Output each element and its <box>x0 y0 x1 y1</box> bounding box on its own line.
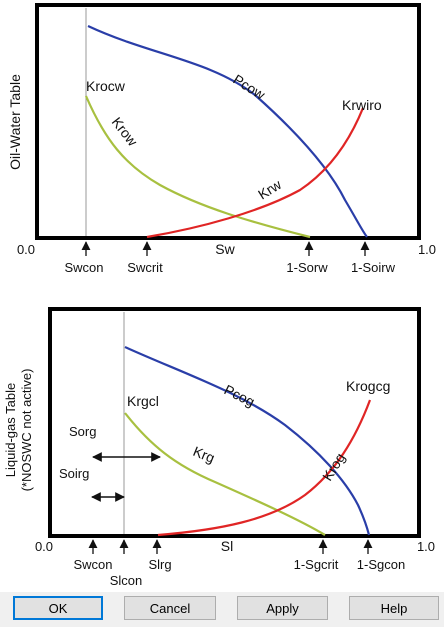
krow-curve <box>84 95 311 239</box>
1-sgcon-marker-label: 1-Sgcon <box>357 557 405 572</box>
oil-water-x-min: 0.0 <box>17 242 35 257</box>
krocw-label: Krocw <box>86 78 126 94</box>
liquid-gas-x-max: 1.0 <box>417 539 435 554</box>
help-button[interactable]: Help <box>349 596 439 620</box>
noswc-note: (*NOSWC not active) <box>19 369 34 492</box>
oil-water-plot-frame <box>35 3 421 240</box>
krogcg-label: Krogcg <box>346 378 390 394</box>
krwiro-label: Krwiro <box>342 97 382 113</box>
saturation-endpoint-diagram: Krocw Pcow Krow Krw Krwiro Oil-Water Tab… <box>3 3 436 588</box>
liquid-gas-endpoint-markers: Swcon Slcon Slrg 1-Sgcrit 1-Sgcon <box>73 539 405 588</box>
swcon-marker-label: Swcon <box>64 260 103 275</box>
liquid-gas-plot-frame <box>48 307 421 538</box>
krg-curve <box>124 412 326 536</box>
krog-curve <box>157 399 372 537</box>
sl-axis-label: Sl <box>221 538 233 554</box>
liquid-gas-chart: Krgcl Pcog Krg Krog Krogcg Liquid-gas Ta… <box>3 307 435 588</box>
oil-water-y-title: Oil-Water Table <box>7 74 23 170</box>
oil-water-endpoint-markers: Swcon Swcrit 1-Sorw 1-Soirw <box>64 241 396 275</box>
pcow-curve <box>87 25 368 238</box>
cancel-button[interactable]: Cancel <box>124 596 216 620</box>
sorg-label: Sorg <box>69 424 96 439</box>
1-soirw-marker-label: 1-Soirw <box>351 260 396 275</box>
slcon-marker-label: Slcon <box>110 573 143 588</box>
pcog-label: Pcog <box>222 381 258 409</box>
krog-label: Krog <box>319 450 348 484</box>
dialog-button-bar: OK Cancel Apply Help <box>0 592 444 627</box>
oil-water-chart: Krocw Pcow Krow Krw Krwiro Oil-Water Tab… <box>7 3 436 275</box>
1-sgcrit-marker-label: 1-Sgcrit <box>294 557 339 572</box>
krg-label: Krg <box>191 443 217 466</box>
slrg-marker-label: Slrg <box>148 557 171 572</box>
apply-button[interactable]: Apply <box>237 596 328 620</box>
krgcl-label: Krgcl <box>127 393 159 409</box>
soirg-label: Soirg <box>59 466 89 481</box>
ok-button[interactable]: OK <box>13 596 103 620</box>
liquid-gas-x-min: 0.0 <box>35 539 53 554</box>
liquid-gas-y-title: Liquid-gas Table <box>3 383 18 477</box>
pcog-curve <box>124 345 371 536</box>
1-sorw-marker-label: 1-Sorw <box>286 260 328 275</box>
pcow-label: Pcow <box>230 71 268 103</box>
swcrit-marker-label: Swcrit <box>127 260 163 275</box>
oil-water-x-max: 1.0 <box>418 242 436 257</box>
swcon-marker-label-lg: Swcon <box>73 557 112 572</box>
krw-curve <box>146 107 365 239</box>
sw-axis-label: Sw <box>215 241 235 257</box>
